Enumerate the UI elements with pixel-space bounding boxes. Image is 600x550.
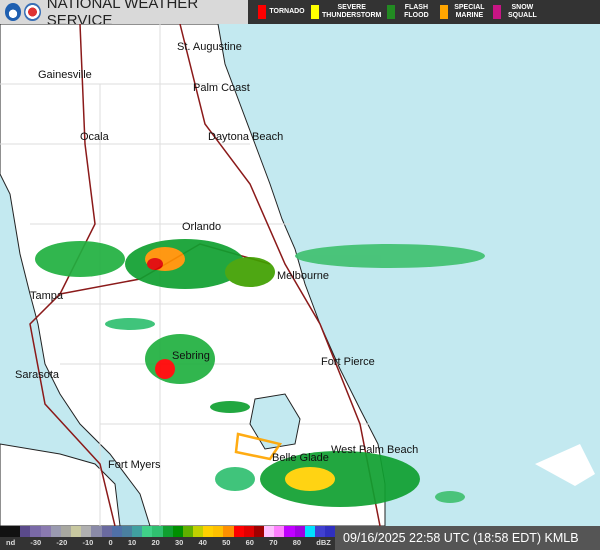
dbz-color-cell [142, 526, 153, 537]
warning-legend-item: SNOW SQUALL [493, 4, 540, 20]
special-marine-warning-polygon [234, 432, 283, 461]
dbz-color-cell [30, 526, 41, 537]
city-label: Palm Coast [193, 82, 250, 94]
city-label: Belle Glade [272, 452, 329, 464]
dbz-tick-label: dBZ [316, 538, 331, 547]
warning-label: FLASH FLOOD [404, 4, 429, 19]
dbz-tick-label: -20 [56, 538, 68, 547]
dbz-color-cell [284, 526, 295, 537]
dbz-color-cell [91, 526, 102, 537]
dbz-tick-label: 40 [198, 538, 207, 547]
city-label: Sebring [172, 350, 210, 362]
nws-logo-icon [24, 3, 41, 21]
dbz-color-cell [314, 526, 325, 537]
dbz-color-cell [294, 526, 305, 537]
warning-color-swatch [311, 5, 319, 19]
timestamp: 09/16/2025 22:58 UTC (18:58 EDT) KMLB [335, 526, 600, 550]
header: NATIONAL WEATHER SERVICE TORNADO SEVERE T… [0, 0, 600, 29]
dbz-color-cell [40, 526, 51, 537]
city-label: Fort Pierce [321, 356, 375, 368]
city-label: Gainesville [38, 69, 92, 81]
dbz-color-cell [253, 526, 265, 537]
warning-label: SNOW SQUALL [507, 4, 537, 19]
dbz-tick-label: 70 [269, 538, 278, 547]
dbz-color-cell [192, 526, 204, 537]
warning-color-swatch [387, 5, 396, 19]
city-label: Orlando [182, 221, 222, 233]
warning-legend-item: SPECIAL MARINE [440, 4, 487, 20]
dbz-color-cell [71, 526, 82, 537]
dbz-tick-label: 80 [292, 538, 302, 547]
dbz-color-bar [0, 526, 336, 537]
dbz-tick-label: -10 [82, 538, 94, 547]
dbz-color-cell [111, 526, 122, 537]
dbz-color-cell [233, 526, 244, 537]
dbz-color-cell [243, 526, 254, 537]
brand: NATIONAL WEATHER SERVICE [0, 0, 248, 29]
warning-label: SEVERE THUNDERSTORM [322, 4, 382, 19]
dbz-color-cell [182, 526, 193, 537]
dbz-tick-label: 10 [127, 538, 137, 547]
dbz-color-cell [203, 526, 214, 537]
dbz-color-cell [223, 526, 234, 537]
warning-color-swatch [440, 5, 449, 19]
dbz-tick-label: 50 [222, 538, 231, 547]
warning-legend: TORNADO SEVERE THUNDERSTORM FLASH FLOOD SPE… [248, 0, 600, 24]
dbz-color-cell [162, 526, 173, 537]
dbz-tick-label: -30 [30, 538, 42, 547]
radar-echoes [35, 239, 485, 507]
city-label: Fort Myers [108, 459, 161, 471]
dbz-tick-label: 60 [245, 538, 254, 547]
dbz-color-cell [10, 526, 21, 537]
dbz-color-cell [213, 526, 224, 537]
dbz-color-cell [274, 526, 285, 537]
dbz-color-cell [172, 526, 183, 537]
city-label: Daytona Beach [208, 131, 284, 143]
dbz-color-cell [81, 526, 92, 537]
land-patch [535, 444, 595, 486]
warning-color-swatch [493, 5, 502, 19]
dbz-color-cell [152, 526, 163, 537]
warning-legend-item: SEVERE THUNDERSTORM [311, 4, 381, 20]
dbz-color-scale: nd -30 -20 -10 0 10 20 30 40 50 60 70 80 dBZ [0, 526, 336, 550]
warning-label: TORNADO [269, 8, 305, 15]
city-label: Sarasota [15, 369, 60, 381]
dbz-color-cell [101, 526, 112, 537]
warning-color-swatch [258, 5, 266, 19]
city-label: St. Augustine [177, 41, 242, 53]
dbz-color-cell [121, 526, 133, 537]
dbz-color-cell [50, 526, 61, 537]
dbz-color-cell [132, 526, 143, 537]
dbz-tick-label: 20 [151, 538, 160, 547]
footer: nd -30 -20 -10 0 10 20 30 40 50 60 70 80 dBZ 09/16/20… [0, 526, 600, 550]
warning-label: SPECIAL MARINE [454, 4, 485, 19]
radar-map[interactable] [0, 24, 600, 526]
noaa-logo-icon [5, 3, 22, 21]
dbz-color-cell [0, 526, 11, 537]
dbz-tick-label: nd [6, 538, 16, 547]
dbz-color-cell [304, 526, 315, 537]
city-label: West Palm Beach [331, 444, 419, 456]
warning-legend-item: FLASH FLOOD [387, 4, 434, 20]
dbz-color-cell [325, 526, 336, 537]
city-label: Melbourne [277, 270, 329, 282]
warning-legend-item: TORNADO [258, 5, 305, 19]
dbz-tick-label: 0 [108, 538, 113, 547]
city-label: Tampa [30, 290, 64, 302]
dbz-color-cell [20, 526, 31, 537]
city-label: Ocala [80, 131, 109, 143]
dbz-scale-ticks: nd -30 -20 -10 0 10 20 30 40 50 60 70 80 dBZ [0, 537, 335, 547]
dbz-color-cell [264, 526, 275, 537]
dbz-color-cell [60, 526, 72, 537]
dbz-tick-label: 30 [174, 538, 184, 547]
lake-okeechobee [249, 393, 301, 450]
